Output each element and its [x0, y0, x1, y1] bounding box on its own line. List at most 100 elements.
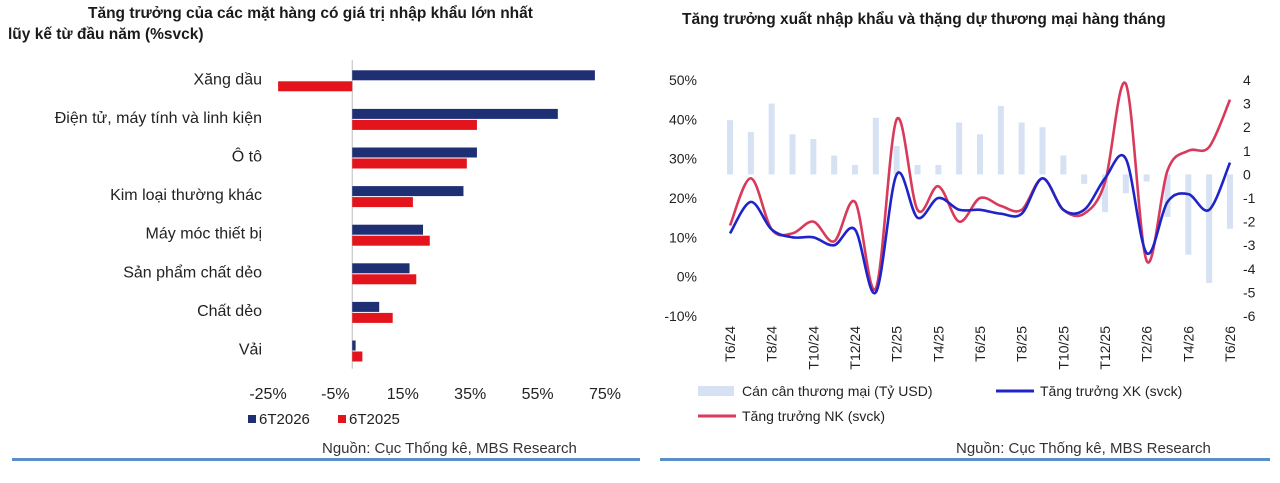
trade-balance-bar — [1039, 127, 1046, 175]
x-tick-label: 35% — [454, 386, 486, 403]
left-source-note: Nguồn: Cục Thống kê, MBS Research — [322, 440, 577, 457]
legend-label: 6T2026 — [259, 411, 310, 428]
x-tick-label: T12/24 — [847, 326, 863, 370]
bar-6t2026 — [352, 340, 356, 351]
x-tick-label: T2/25 — [889, 326, 905, 362]
y-left-tick-label: 30% — [669, 151, 697, 167]
y-right-tick-label: 4 — [1243, 72, 1251, 88]
trade-balance-bar — [810, 139, 817, 175]
y-right-tick-label: -3 — [1243, 237, 1256, 253]
trade-balance-bar — [789, 134, 796, 175]
right-chart-panel: Tăng trưởng xuất nhập khẩu và thặng dự t… — [660, 0, 1280, 483]
bar-6t2025 — [352, 312, 393, 323]
y-right-tick-label: 1 — [1243, 143, 1251, 159]
category-label: Máy móc thiết bị — [146, 226, 262, 243]
x-tick-label: T4/26 — [1180, 326, 1196, 362]
import-growth-line — [728, 81, 1232, 292]
y-right-tick-label: 3 — [1243, 96, 1251, 112]
x-tick-label: T8/25 — [1014, 326, 1030, 362]
x-tick-label: T10/25 — [1055, 326, 1071, 370]
x-tick-label: T4/25 — [930, 326, 946, 362]
trade-balance-bar — [997, 105, 1004, 175]
category-label: Sản phẩm chất dẻo — [123, 263, 262, 281]
x-tick-label: -5% — [321, 386, 349, 403]
trade-balance-bar — [1122, 174, 1129, 194]
legend-label: Tăng trưởng NK (svck) — [742, 408, 885, 424]
bar-6t2026 — [352, 108, 558, 119]
trade-balance-bar — [1206, 174, 1213, 283]
right-chart-title: Tăng trưởng xuất nhập khẩu và thặng dự t… — [682, 11, 1166, 28]
x-tick-label: 75% — [589, 386, 621, 403]
right-line-chart: -10% 0% 10% 20% 30% 40% 50% -6 -5 -4 -3 -2 -1 0 1 2 3 4 T6… — [664, 72, 1256, 424]
y-left-tick-label: 20% — [669, 190, 697, 206]
y-right-tick-label: -5 — [1243, 284, 1256, 300]
bar-6t2026 — [352, 147, 477, 158]
trade-balance-bar — [977, 134, 983, 175]
x-tick-label: T10/24 — [805, 326, 821, 370]
bar-6t2026 — [352, 70, 595, 81]
bar-6t2025 — [352, 197, 413, 208]
y-right-tick-label: 0 — [1243, 166, 1251, 182]
right-divider — [660, 458, 1270, 461]
right-source-note: Nguồn: Cục Thống kê, MBS Research — [956, 440, 1211, 457]
y-right-tick-label: -1 — [1243, 190, 1256, 206]
trade-balance-bar — [831, 155, 838, 175]
bar-6t2026 — [352, 263, 410, 274]
left-chart-title-line2: lũy kế từ đầu năm (%svck) — [8, 26, 204, 43]
y-right-tick-label: 2 — [1243, 119, 1251, 135]
y-left-tick-label: 40% — [669, 111, 697, 127]
trade-balance-bar — [852, 164, 858, 175]
category-label: Ô tô — [232, 147, 262, 166]
x-tick-label: 15% — [387, 386, 419, 403]
x-tick-label: T2/26 — [1139, 326, 1155, 362]
legend-swatch-6t2025 — [338, 415, 346, 423]
trade-balance-bar — [1102, 174, 1108, 213]
x-tick-label: -25% — [249, 386, 286, 403]
left-chart-panel: Tăng trưởng của các mặt hàng có giá trị … — [8, 5, 640, 461]
legend-label: Tăng trưởng XK (svck) — [1040, 383, 1182, 399]
trade-balance-bar — [768, 103, 775, 175]
category-label: Vải — [239, 342, 262, 359]
trade-balance-bar — [1143, 174, 1150, 182]
bar-6t2026 — [352, 186, 464, 197]
y-left-tick-label: 10% — [669, 229, 697, 245]
trade-balance-bar — [1018, 122, 1025, 175]
trade-balance-bar — [1081, 174, 1088, 184]
trade-balance-bar — [1227, 174, 1233, 229]
bar-6t2025 — [278, 81, 353, 92]
y-left-tick-label: 50% — [669, 72, 697, 88]
legend-label: 6T2025 — [349, 411, 400, 428]
left-chart-title-line1: Tăng trưởng của các mặt hàng có giá trị … — [88, 5, 533, 22]
left-bar-chart: Xăng dầu Điện tử, máy tính và linh kiện Ô … — [55, 60, 621, 428]
trade-balance-bar — [935, 164, 942, 175]
category-label: Chất dẻo — [197, 303, 262, 320]
bar-6t2025 — [352, 235, 430, 246]
trade-balance-bar — [956, 122, 963, 175]
category-label: Xăng dầu — [193, 71, 262, 88]
left-divider — [12, 458, 640, 461]
legend-label: Cán cân thương mại (Tỷ USD) — [742, 383, 933, 399]
x-tick-label: T6/26 — [1222, 326, 1238, 362]
y-right-tick-label: -2 — [1243, 214, 1256, 230]
trade-balance-bar — [872, 117, 879, 175]
x-tick-label: 55% — [522, 386, 554, 403]
legend-swatch-trade-balance — [698, 386, 734, 396]
y-right-tick-label: -6 — [1243, 308, 1256, 324]
bar-6t2025 — [352, 274, 417, 285]
trade-balance-bar — [914, 164, 921, 175]
trade-balance-bar — [1185, 174, 1192, 255]
x-tick-label: T8/24 — [764, 326, 780, 362]
bar-6t2026 — [352, 301, 380, 312]
trade-balance-bar — [747, 131, 754, 175]
bar-6t2025 — [352, 119, 477, 130]
category-label: Kim loại thường khác — [110, 187, 262, 204]
bar-6t2025 — [352, 158, 467, 169]
trade-balance-bar — [1060, 155, 1067, 175]
trade-balance-bar — [727, 120, 733, 175]
x-tick-label: T12/25 — [1097, 326, 1113, 370]
y-left-tick-label: 0% — [677, 269, 697, 285]
legend-swatch-6t2026 — [248, 415, 256, 423]
y-right-tick-label: -4 — [1243, 261, 1256, 277]
bar-6t2026 — [352, 224, 424, 235]
x-tick-label: T6/25 — [972, 326, 988, 362]
